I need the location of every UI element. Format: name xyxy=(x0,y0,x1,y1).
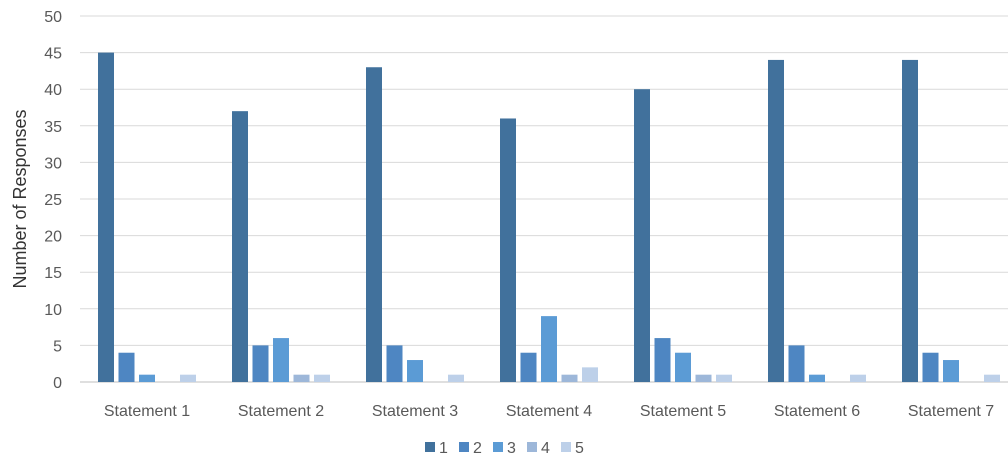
bar-statement-3-series-2 xyxy=(386,345,403,382)
bar-statement-2-series-4 xyxy=(293,374,310,382)
y-tick-label: 45 xyxy=(44,46,62,63)
bar-statement-6-series-3 xyxy=(809,374,825,382)
y-tick-label: 30 xyxy=(44,155,62,172)
bar-statement-4-series-3 xyxy=(541,316,557,382)
bar-statement-4-series-5 xyxy=(582,367,598,382)
legend-label-2: 2 xyxy=(473,440,482,457)
bar-statement-5-series-2 xyxy=(654,338,671,382)
x-tick-label: Statement 6 xyxy=(774,403,860,420)
bar-statement-6-series-2 xyxy=(788,345,805,382)
bar-statement-2-series-1 xyxy=(232,111,248,382)
bar-statement-1-series-2 xyxy=(118,352,135,382)
x-tick-label: Statement 2 xyxy=(238,403,324,420)
x-tick-label: Statement 3 xyxy=(372,403,458,420)
y-tick-label: 5 xyxy=(53,338,62,355)
legend: 1 2 3 4 5 xyxy=(425,440,584,457)
x-tick-label: Statement 5 xyxy=(640,403,726,420)
x-tick-label: Statement 4 xyxy=(506,403,592,420)
y-tick-label: 40 xyxy=(44,82,62,99)
bar-statement-4-series-2 xyxy=(520,352,537,382)
bar-statement-5-series-4 xyxy=(695,374,712,382)
gridlines xyxy=(80,15,1008,346)
legend-swatch-3 xyxy=(493,442,503,452)
legend-label-3: 3 xyxy=(507,440,516,457)
bar-statement-6-series-5 xyxy=(850,374,866,382)
bar-statement-5-series-3 xyxy=(675,352,691,382)
legend-label-5: 5 xyxy=(575,440,584,457)
bar-statement-3-series-3 xyxy=(407,360,423,382)
bar-statement-4-series-1 xyxy=(500,118,516,382)
bar-statement-2-series-3 xyxy=(273,338,289,382)
y-tick-label: 20 xyxy=(44,229,62,246)
bar-statement-2-series-2 xyxy=(252,345,269,382)
bar-statement-1-series-3 xyxy=(139,374,155,382)
bar-statement-7-series-5 xyxy=(984,374,1000,382)
y-tick-label: 50 xyxy=(44,9,62,26)
bar-statement-7-series-1 xyxy=(902,59,918,383)
bar-statement-1-series-1 xyxy=(98,52,114,382)
legend-label-4: 4 xyxy=(541,440,550,457)
bar-statement-5-series-1 xyxy=(634,89,650,382)
y-tick-label: 35 xyxy=(44,119,62,136)
y-tick-label: 10 xyxy=(44,302,62,319)
y-tick-label: 0 xyxy=(53,375,62,392)
y-axis-tick-labels: 0 5 10 15 20 25 30 35 40 45 50 xyxy=(44,9,62,392)
legend-swatch-1 xyxy=(425,442,435,452)
x-tick-label: Statement 7 xyxy=(908,403,994,420)
legend-swatch-5 xyxy=(561,442,571,452)
bar-statement-7-series-2 xyxy=(922,352,939,382)
bar-statement-1-series-5 xyxy=(180,374,196,382)
x-tick-label: Statement 1 xyxy=(104,403,190,420)
y-tick-label: 25 xyxy=(44,192,62,209)
bars xyxy=(98,52,1000,383)
bar-statement-5-series-5 xyxy=(716,374,732,382)
legend-swatch-2 xyxy=(459,442,469,452)
legend-swatch-4 xyxy=(527,442,537,452)
bar-statement-4-series-4 xyxy=(561,374,578,382)
legend-label-1: 1 xyxy=(439,440,448,457)
bar-statement-2-series-5 xyxy=(314,374,330,382)
bar-statement-7-series-3 xyxy=(943,360,959,382)
bar-statement-3-series-1 xyxy=(366,67,382,383)
y-tick-label: 15 xyxy=(44,265,62,282)
bar-statement-3-series-5 xyxy=(448,374,464,382)
y-axis-title: Number of Responses xyxy=(10,109,30,288)
bar-statement-6-series-1 xyxy=(768,59,784,383)
x-axis-tick-labels: Statement 1 Statement 2 Statement 3 Stateme… xyxy=(104,403,994,420)
